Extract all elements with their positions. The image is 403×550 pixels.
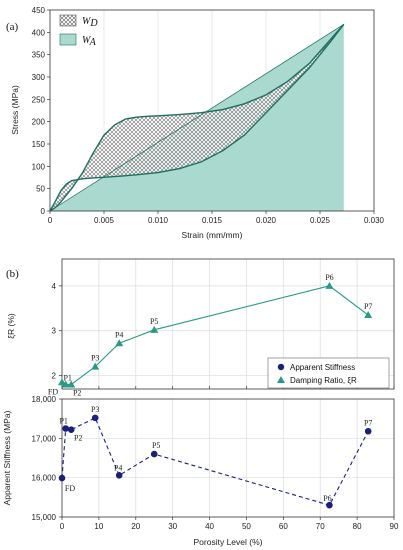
a-y-tick-label: 100: [32, 162, 46, 171]
legend-marker-damping: [277, 376, 285, 383]
b2-x-tick-label: 80: [353, 522, 362, 531]
damping-point-label: P7: [364, 302, 372, 311]
a-x-tick-label: 0.030: [364, 216, 385, 225]
damping-point-label: P3: [91, 354, 99, 363]
damping-point: [115, 339, 124, 347]
damping-point: [364, 311, 373, 319]
stiffness-point: [91, 414, 99, 422]
damping-point-label: P2: [73, 389, 81, 398]
panel-label-a: (a): [6, 21, 19, 33]
b-legend-box: [267, 357, 390, 389]
a-y-tick-label: 200: [32, 118, 46, 127]
a-legend: WD WA: [59, 14, 98, 48]
unloading-curve: [49, 23, 345, 212]
legend-swatch-wd: [59, 14, 77, 27]
b2-y-tick-label: 18,000: [32, 395, 57, 404]
legend-label-wd: WD: [82, 16, 98, 29]
b2-y-tick-label: 17,000: [32, 434, 57, 443]
legend-label-stiffness: Apparent Stiffness: [290, 363, 355, 372]
a-x-axis-label: Strain (mm/mm): [182, 230, 243, 240]
b1-plot-frame: [61, 258, 395, 390]
b2-x-tick-label: 0: [60, 522, 65, 531]
a-y-tick-label: 250: [32, 95, 46, 104]
b2-x-axis-label: Porosity Level (%): [194, 537, 263, 547]
b2-x-tick-label: 50: [242, 522, 251, 531]
stiffness-point-label: P1: [59, 417, 67, 426]
stiffness-subplot: FD P1 P2 P3 P4 P5 P6 P7 0 10 20 30 40 50 60 70 80 90 15,0…: [2, 395, 399, 547]
b2-y-tick-label: 16,000: [32, 474, 57, 483]
b2-x-tick-label: 90: [390, 522, 399, 531]
a-x-tick-label: 0.005: [94, 216, 115, 225]
legend-marker-stiffness: [277, 363, 285, 371]
panel-label-b: (b): [6, 268, 19, 280]
stiffness-point: [58, 474, 66, 482]
a-y-tick-label: 450: [32, 6, 46, 15]
a-y-tick-label: 300: [32, 73, 46, 82]
a-x-tick-label: 0: [48, 216, 53, 225]
stiffness-point: [115, 472, 123, 479]
a-x-tick-label: 0.020: [256, 216, 277, 225]
a-curves: [49, 23, 345, 212]
a-y-tick-label: 350: [32, 51, 46, 60]
damping-point-label: FD: [48, 387, 58, 396]
b2-tick-labels: 0 10 20 30 40 50 60 70 80 90 15,000 16,000 17,000 18,…: [32, 395, 399, 531]
damping-point: [61, 380, 70, 388]
b1-y-axis-label: ξR (%): [6, 313, 16, 339]
stress-strain-chart: (a) 0 0.005 0.010 0.015 0.020 0.025 0.030 0 50 10…: [6, 6, 385, 240]
legend-label-wa: WA: [82, 35, 97, 48]
a-y-axis-label: Stress (MPa): [10, 85, 20, 135]
b2-y-tick-label: 15,000: [32, 513, 57, 522]
b2-plot-frame: [61, 398, 395, 518]
a-y-tick-label: 50: [36, 185, 45, 194]
b2-x-tick-label: 10: [94, 522, 103, 531]
loading-curve: [49, 23, 345, 212]
stiffness-point-label: P4: [114, 463, 122, 472]
a-tick-labels: 0 0.005 0.010 0.015 0.020 0.025 0.030 0 50 100 150…: [32, 6, 385, 225]
b2-x-tick-label: 60: [279, 522, 288, 531]
a-y-tick-label: 400: [32, 28, 46, 37]
legend-label-damping: Damping Ratio, ξR: [290, 376, 357, 385]
b2-y-axis-label: Apparent Stiffness (MPa): [2, 410, 12, 505]
b1-y-tick-label: 4: [52, 282, 57, 291]
damping-point: [325, 281, 334, 289]
damping-point: [67, 380, 76, 388]
stiffness-series: FD P1 P2 P3 P4 P5 P6 P7: [58, 405, 372, 509]
b2-x-tick-label: 30: [168, 522, 177, 531]
legend-swatch-wa: [59, 33, 77, 46]
stiffness-point: [150, 450, 158, 458]
damping-point-label: P6: [325, 273, 333, 282]
a-y-tick-label: 0: [41, 207, 46, 216]
stiffness-point-label: P2: [74, 434, 82, 443]
damping-point-label: P4: [115, 330, 123, 339]
stiffness-line: [61, 417, 369, 506]
a-x-tick-label: 0.025: [310, 216, 331, 225]
stiffness-point: [67, 426, 75, 433]
b-legend: Apparent Stiffness Damping Ratio, ξR: [267, 357, 390, 389]
a-x-tick-label: 0.010: [148, 216, 169, 225]
stiffness-point-label: P3: [91, 405, 99, 414]
damping-point-label: P5: [150, 317, 158, 326]
b2-x-tick-label: 20: [131, 522, 140, 531]
b1-y-tick-label: 2: [52, 372, 57, 381]
b1-y-tick-label: 3: [52, 327, 57, 336]
stiffness-point: [62, 425, 69, 432]
b2-x-tick-label: 70: [316, 522, 325, 531]
stiffness-point: [326, 501, 333, 509]
b2-x-tick-label: 40: [205, 522, 214, 531]
damping-point: [91, 362, 100, 370]
a-y-tick-label: 150: [32, 140, 46, 149]
stiffness-point-label: P5: [152, 441, 160, 450]
stiffness-point-label: P7: [364, 418, 372, 427]
b2-gridlines: [62, 399, 394, 517]
stiffness-point-label: P6: [323, 494, 331, 503]
stiffness-point-label: FD: [65, 484, 75, 493]
a-x-tick-label: 0.015: [202, 216, 223, 225]
linear-reference-line: [49, 23, 344, 212]
damping-point: [150, 325, 159, 333]
stiffness-point: [364, 427, 372, 435]
damping-point-label: P1: [63, 374, 71, 383]
